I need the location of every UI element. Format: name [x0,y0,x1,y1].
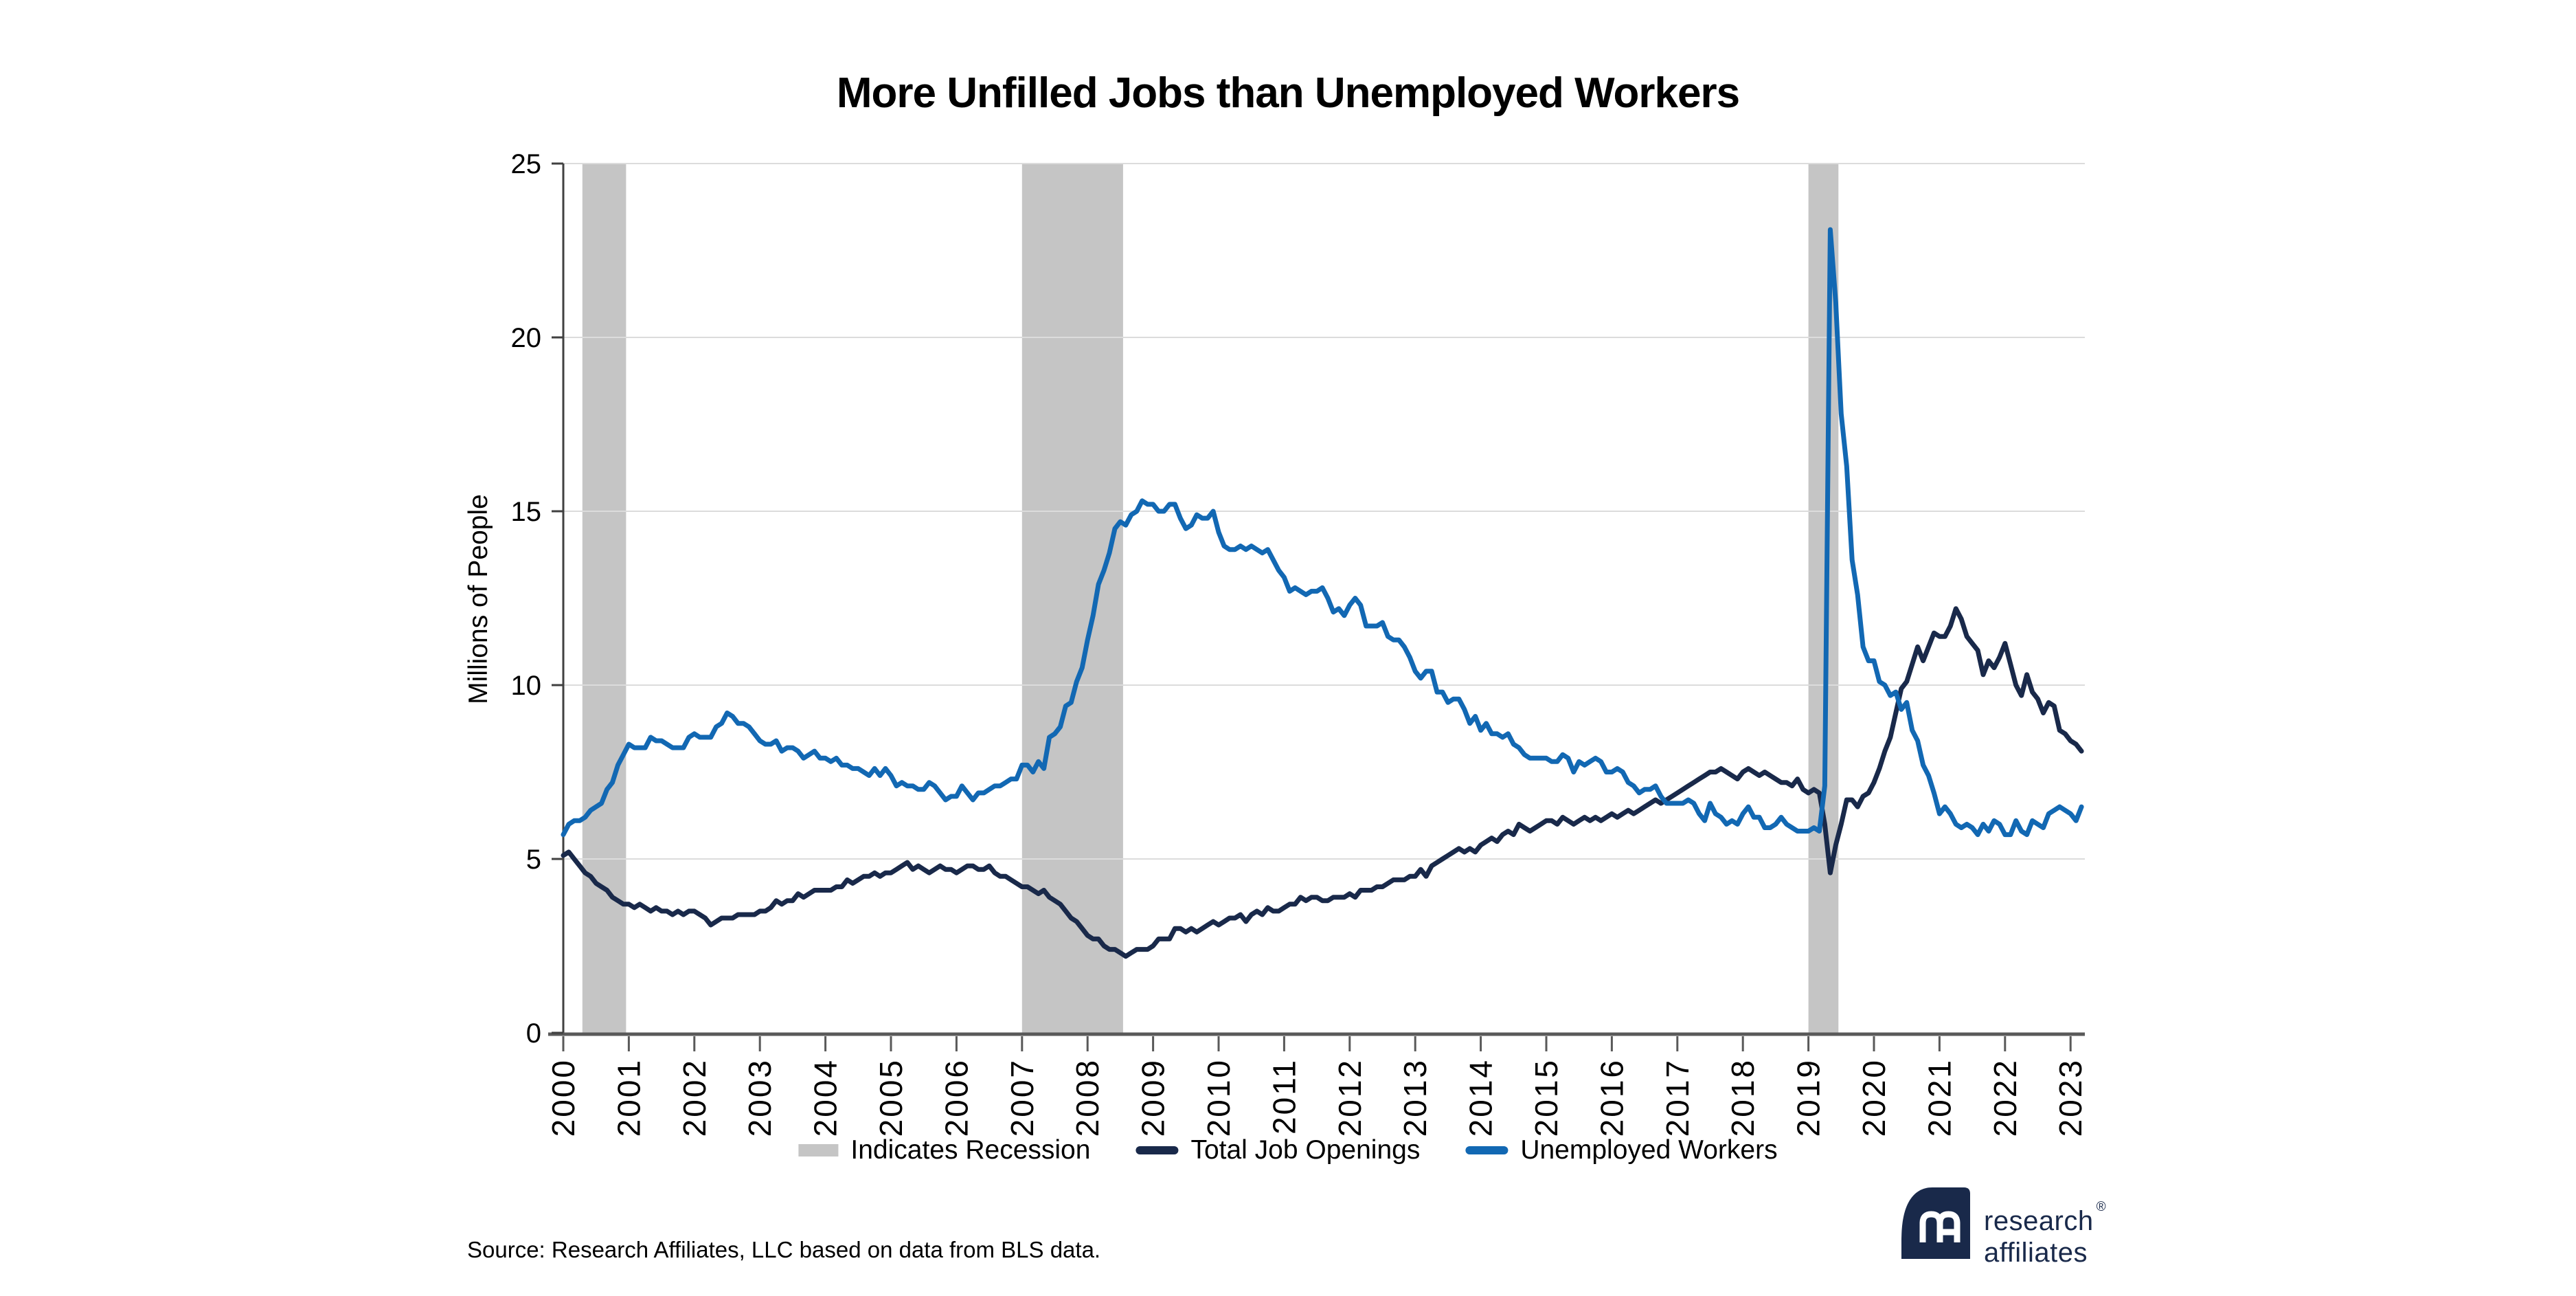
unemployed-workers-line [561,227,2084,838]
ra-logo: research ® affiliates [1901,1187,2106,1269]
x-tick-label: 2019 [1791,1058,1827,1137]
x-tick-label: 2008 [1070,1058,1105,1137]
logo-word-affiliates: affiliates [1984,1238,2088,1268]
x-axis-ticks: 2000 2001 2002 2003 2004 2005 2006 2007 2008 2009… [545,1036,2088,1137]
source-note: Source: Research Affiliates, LLC based o… [467,1237,1101,1262]
x-tick-label: 2012 [1332,1058,1368,1137]
x-tick-label: 2011 [1266,1058,1302,1135]
y-axis-ticks: 0 5 10 15 20 25 [511,149,563,1049]
x-tick-label: 2022 [1987,1058,2023,1137]
logo-word-research: research [1984,1206,2094,1236]
x-tick-label: 2023 [2053,1058,2088,1137]
x-tick-label: 2015 [1528,1058,1564,1137]
total-job-openings-line [561,606,2084,959]
legend-label-recession: Indicates Recession [850,1135,1091,1165]
x-tick-label: 2006 [938,1058,974,1137]
openings-line-marker [1136,1146,1179,1154]
x-tick-label: 2021 [1921,1058,1957,1137]
y-tick-label: 10 [511,671,542,701]
x-tick-label: 2013 [1397,1058,1433,1137]
y-tick-label: 20 [511,323,542,353]
x-tick-label: 2020 [1856,1058,1892,1137]
y-tick-label: 0 [526,1018,541,1049]
x-tick-label: 2017 [1660,1058,1695,1137]
legend-label-unemployed: Unemployed Workers [1520,1135,1778,1165]
y-tick-label: 5 [526,845,541,875]
x-tick-label: 2007 [1004,1058,1040,1137]
legend: Indicates Recession Total Job Openings U… [798,1135,1778,1165]
x-tick-label: 2001 [611,1058,646,1137]
y-axis-title: Millions of People [464,494,493,704]
x-tick-label: 2005 [873,1058,909,1137]
registered-mark: ® [2096,1200,2107,1214]
x-tick-label: 2002 [677,1058,712,1137]
x-tick-label: 2003 [742,1058,778,1137]
x-tick-label: 2014 [1463,1058,1499,1137]
y-tick-label: 25 [511,149,542,179]
legend-item-unemployed: Unemployed Workers [1465,1135,1778,1165]
ra-logo-text: research ® affiliates [1984,1192,2106,1269]
y-tick-label: 15 [511,497,542,527]
x-tick-label: 2000 [545,1058,581,1137]
x-tick-label: 2016 [1594,1058,1629,1137]
ra-logo-icon [1901,1187,1970,1259]
recession-bands [582,164,1839,1033]
recession-band [1021,164,1123,1033]
x-tick-label: 2009 [1136,1058,1171,1137]
x-tick-label: 2004 [808,1058,844,1137]
recession-band [1808,164,1839,1033]
gridlines [563,163,2085,860]
x-tick-label: 2018 [1725,1058,1761,1137]
legend-item-recession: Indicates Recession [798,1135,1090,1165]
unemployed-line-marker [1465,1146,1509,1154]
legend-item-openings: Total Job Openings [1136,1135,1420,1165]
recession-swatch [798,1144,839,1157]
x-tick-label: 2010 [1201,1058,1236,1137]
legend-label-openings: Total Job Openings [1190,1135,1421,1165]
chart-title: More Unfilled Jobs than Unemployed Worke… [836,69,1740,117]
